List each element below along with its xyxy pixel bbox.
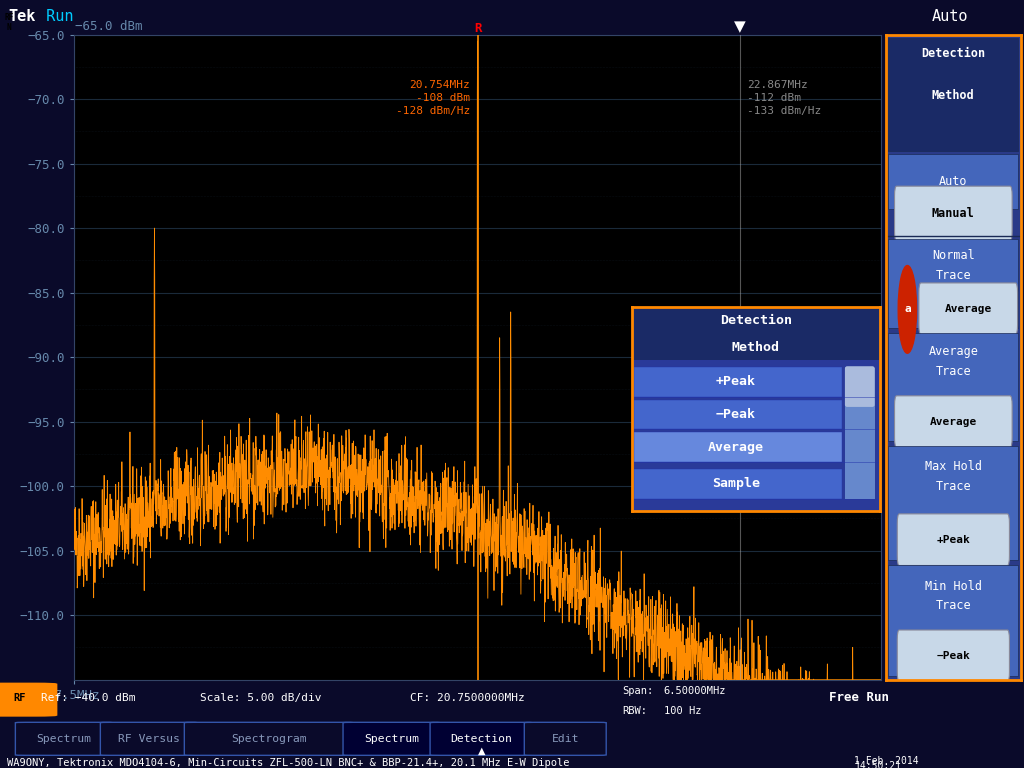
FancyBboxPatch shape bbox=[889, 445, 1018, 561]
FancyBboxPatch shape bbox=[524, 722, 606, 756]
FancyBboxPatch shape bbox=[15, 722, 113, 756]
Text: ▼: ▼ bbox=[734, 19, 745, 35]
FancyBboxPatch shape bbox=[897, 514, 1010, 565]
Text: 20.754MHz
-108 dBm
-128 dBm/Hz: 20.754MHz -108 dBm -128 dBm/Hz bbox=[396, 80, 470, 116]
Text: Sample: Sample bbox=[712, 477, 760, 490]
FancyBboxPatch shape bbox=[845, 366, 874, 407]
Text: Average: Average bbox=[708, 441, 764, 454]
Text: −Peak: −Peak bbox=[937, 650, 970, 660]
FancyBboxPatch shape bbox=[343, 722, 440, 756]
Text: a: a bbox=[904, 304, 910, 314]
Text: Min Hold: Min Hold bbox=[925, 580, 982, 593]
Text: 22.867MHz
-112 dBm
-133 dBm/Hz: 22.867MHz -112 dBm -133 dBm/Hz bbox=[748, 80, 821, 116]
FancyBboxPatch shape bbox=[0, 684, 56, 716]
Text: Trace: Trace bbox=[936, 269, 971, 282]
FancyBboxPatch shape bbox=[634, 400, 843, 429]
Text: Free Run: Free Run bbox=[829, 691, 890, 704]
Text: Max Hold: Max Hold bbox=[925, 460, 982, 473]
Text: −65.0 dBm: −65.0 dBm bbox=[76, 20, 142, 33]
Text: Auto: Auto bbox=[939, 175, 968, 188]
Text: Detection: Detection bbox=[720, 314, 792, 327]
Text: RF: RF bbox=[4, 13, 14, 22]
FancyBboxPatch shape bbox=[895, 186, 1012, 241]
Text: Manual: Manual bbox=[932, 207, 975, 220]
Text: RF: RF bbox=[13, 693, 26, 703]
FancyBboxPatch shape bbox=[184, 722, 353, 756]
FancyBboxPatch shape bbox=[897, 630, 1010, 682]
Text: Scale: 5.00 dB/div: Scale: 5.00 dB/div bbox=[200, 693, 322, 703]
Text: N: N bbox=[7, 23, 11, 32]
Text: −Peak: −Peak bbox=[716, 408, 756, 421]
FancyBboxPatch shape bbox=[100, 722, 198, 756]
FancyBboxPatch shape bbox=[889, 154, 1018, 209]
Text: Detection: Detection bbox=[451, 733, 512, 744]
FancyBboxPatch shape bbox=[845, 369, 874, 498]
Text: +Peak: +Peak bbox=[937, 535, 970, 545]
Text: CF: 20.7500000MHz: CF: 20.7500000MHz bbox=[410, 693, 524, 703]
Text: 1 Feb  2014: 1 Feb 2014 bbox=[854, 756, 920, 766]
Text: Spectrogram: Spectrogram bbox=[231, 733, 306, 744]
Text: Spectrum: Spectrum bbox=[37, 733, 91, 744]
Text: ▲: ▲ bbox=[477, 746, 485, 756]
Text: R: R bbox=[474, 22, 481, 35]
Text: Average: Average bbox=[930, 416, 977, 427]
Text: 14:50:21: 14:50:21 bbox=[854, 761, 901, 768]
FancyBboxPatch shape bbox=[889, 564, 1018, 677]
FancyBboxPatch shape bbox=[634, 432, 843, 462]
FancyBboxPatch shape bbox=[889, 38, 1018, 151]
FancyBboxPatch shape bbox=[430, 722, 532, 756]
FancyBboxPatch shape bbox=[919, 283, 1018, 335]
Text: Method: Method bbox=[732, 342, 779, 354]
Text: Edit: Edit bbox=[552, 733, 579, 744]
FancyBboxPatch shape bbox=[634, 469, 843, 498]
Text: Normal: Normal bbox=[932, 249, 975, 262]
Text: Trace: Trace bbox=[936, 599, 971, 612]
Text: Trace: Trace bbox=[936, 366, 971, 379]
Text: Average: Average bbox=[944, 303, 992, 314]
Text: Method: Method bbox=[932, 89, 975, 102]
Text: Spectrum: Spectrum bbox=[365, 733, 419, 744]
Text: Detection: Detection bbox=[922, 48, 985, 61]
Text: Ref: −40.0 dBm: Ref: −40.0 dBm bbox=[41, 693, 135, 703]
Text: WA9ONY, Tektronix MDO4104-6, Min-Circuits ZFL-500-LN_BNC+ & BBP-21.4+, 20.1 MHz : WA9ONY, Tektronix MDO4104-6, Min-Circuit… bbox=[7, 757, 569, 768]
FancyBboxPatch shape bbox=[889, 239, 1018, 328]
FancyBboxPatch shape bbox=[895, 396, 1012, 448]
Text: Average: Average bbox=[929, 346, 978, 359]
Text: +Peak: +Peak bbox=[716, 376, 756, 389]
Text: Trace: Trace bbox=[936, 480, 971, 492]
Circle shape bbox=[898, 266, 916, 353]
Text: Span:: Span: bbox=[623, 686, 654, 696]
Text: 6.50000MHz: 6.50000MHz bbox=[664, 686, 726, 696]
Text: Run: Run bbox=[37, 8, 74, 24]
FancyBboxPatch shape bbox=[634, 367, 843, 397]
Text: 100 Hz: 100 Hz bbox=[664, 706, 701, 716]
FancyBboxPatch shape bbox=[889, 333, 1018, 441]
Text: Auto: Auto bbox=[932, 8, 969, 24]
Text: RF Versus: RF Versus bbox=[118, 733, 180, 744]
Text: RBW:: RBW: bbox=[623, 706, 647, 716]
Text: Tek: Tek bbox=[8, 8, 36, 24]
FancyBboxPatch shape bbox=[632, 307, 880, 360]
